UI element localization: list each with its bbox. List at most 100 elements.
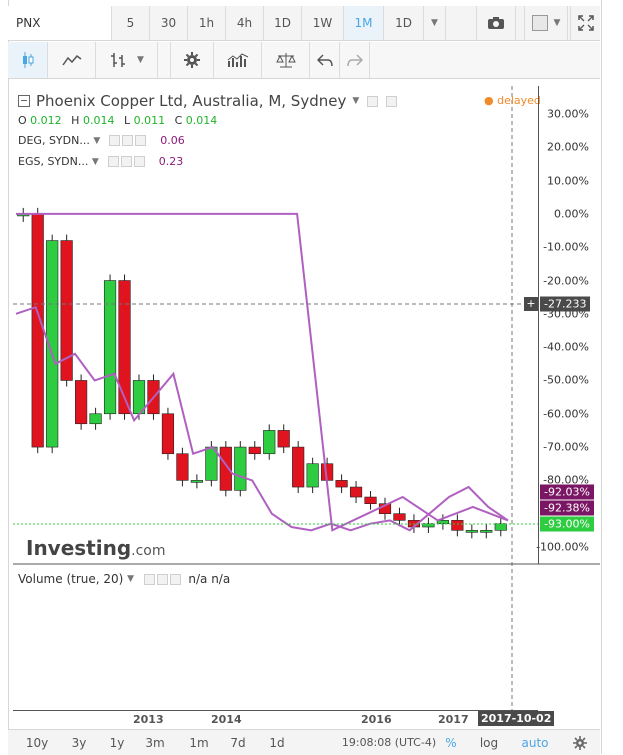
candle [103, 280, 117, 415]
price-tick-label: 0.00% [554, 207, 589, 221]
settings-button[interactable] [170, 42, 214, 78]
price-tick-label: -80.00% [543, 473, 589, 487]
price-tick-label: -100.00% [536, 540, 589, 554]
price-axis[interactable]: 30.00% 20.00% 10.00% 0.00% -10.00% -20.00% -30… [536, 86, 601, 564]
interval-1W[interactable]: 1W [302, 6, 344, 40]
indicator-deg[interactable]: DEG, SYDN... ▼ 0.06 [18, 134, 185, 147]
range-3y[interactable]: 3y [71, 735, 87, 750]
candle [248, 446, 261, 455]
auto-toggle[interactable]: auto [521, 735, 549, 750]
interval-4h[interactable]: 4h [226, 6, 264, 40]
chevron-down-icon: ▼ [553, 18, 561, 28]
interval-dropdown[interactable]: ▼ [424, 6, 446, 40]
gear-icon[interactable] [122, 135, 134, 146]
egs-price-tag: -92.38% [540, 500, 594, 516]
symbol-input[interactable]: PNX [8, 6, 112, 40]
ohlc-bars-icon [111, 53, 126, 67]
eye-icon[interactable] [143, 573, 155, 585]
volume-legend[interactable]: Volume (true, 20) ▼ n/a n/a [18, 572, 231, 586]
interval-1D[interactable]: 1D [264, 6, 302, 40]
eye-icon[interactable] [367, 95, 379, 107]
redo-icon [346, 54, 363, 67]
gear-icon[interactable] [156, 573, 168, 585]
chevron-down-icon[interactable]: ▼ [127, 574, 135, 584]
interval-1M[interactable]: 1M [344, 6, 384, 40]
percent-toggle[interactable]: % [445, 735, 457, 750]
undo-icon [316, 54, 333, 67]
interval-30[interactable]: 30 [150, 6, 188, 40]
candle [46, 240, 59, 448]
candle [494, 523, 507, 531]
bar-style-button[interactable]: ▼ [96, 42, 158, 78]
eye-icon[interactable] [109, 135, 121, 146]
log-toggle[interactable]: log [479, 735, 499, 750]
volume-values: n/a n/a [188, 572, 231, 586]
candle [292, 446, 305, 488]
chart-settings-button[interactable] [568, 730, 592, 755]
candle [190, 480, 203, 483]
chart-tools-toolbar: ▼ [8, 42, 600, 79]
candle [364, 496, 377, 504]
line-chart-button[interactable] [48, 42, 96, 78]
range-1y[interactable]: 1y [109, 735, 125, 750]
range-bar: 10y 3y 1y 3m 1m 7d 1d 19:08:08 (UTC-4) %… [8, 729, 600, 755]
gear-icon[interactable] [386, 95, 398, 107]
chart-color-button[interactable]: ▼ [524, 6, 568, 40]
eye-icon[interactable] [107, 156, 119, 167]
candle [422, 523, 435, 528]
gear-icon [184, 52, 200, 68]
range-10y[interactable]: 10y [25, 735, 49, 750]
price-tick-label: -50.00% [543, 373, 589, 387]
redo-button[interactable] [340, 42, 370, 78]
price-tick-label: 10.00% [547, 174, 589, 188]
interval-toolbar: PNX 5 30 1h 4h 1D 1W 1M 1D ▼ ▼ [8, 6, 600, 41]
interval-5[interactable]: 5 [112, 6, 150, 40]
investing-logo: Investing.com [26, 536, 166, 560]
chart-legend-title[interactable]: Phoenix Copper Ltd, Australia, M, Sydney… [18, 92, 398, 110]
candle [118, 280, 131, 415]
close-icon[interactable] [169, 573, 181, 585]
candle [451, 520, 464, 531]
close-icon[interactable] [135, 135, 147, 146]
gear-icon[interactable] [120, 156, 132, 167]
fullscreen-button[interactable] [570, 6, 600, 40]
chevron-down-icon[interactable]: ▼ [352, 96, 360, 106]
price-tick-label: 30.00% [547, 107, 589, 121]
chevron-down-icon[interactable]: ▼ [93, 135, 101, 146]
range-1m[interactable]: 1m [189, 735, 209, 750]
range-7d[interactable]: 7d [230, 735, 246, 750]
candle [75, 380, 88, 425]
candle [465, 530, 478, 533]
interval-custom[interactable]: 1D [384, 6, 424, 40]
fullscreen-icon [577, 15, 594, 31]
gear-icon [573, 735, 587, 750]
candle [480, 530, 493, 533]
collapse-icon[interactable] [18, 95, 30, 107]
deg-price-tag: -92.03% [540, 484, 594, 500]
chevron-down-icon: ▼ [431, 18, 438, 28]
chevron-down-icon[interactable]: ▼ [91, 156, 99, 167]
candlestick-icon [22, 52, 33, 68]
compare-line-1 [16, 212, 509, 532]
range-1d[interactable]: 1d [269, 735, 285, 750]
compare-line-2 [15, 305, 509, 532]
price-tick-label: -10.00% [543, 240, 589, 254]
candle [277, 430, 290, 448]
close-icon[interactable] [133, 156, 145, 167]
price-tick-label: -20.00% [543, 274, 589, 288]
undo-button[interactable] [310, 42, 340, 78]
compare-button[interactable] [262, 42, 310, 78]
interval-1h[interactable]: 1h [188, 6, 226, 40]
time-axis[interactable]: 2013 2014 2016 2017 [13, 710, 538, 729]
candle [219, 446, 232, 491]
screenshot-button[interactable] [476, 6, 516, 40]
indicators-icon [227, 53, 248, 67]
indicator-egs[interactable]: EGS, SYDN... ▼ 0.23 [18, 155, 184, 168]
add-price-icon[interactable]: + [524, 297, 538, 311]
indicators-button[interactable] [214, 42, 262, 78]
candles-button[interactable] [8, 42, 48, 78]
ohlc-readout: O 0.012 H 0.014 L 0.011 C 0.014 [18, 114, 218, 127]
candle [176, 453, 189, 481]
range-3m[interactable]: 3m [145, 735, 165, 750]
